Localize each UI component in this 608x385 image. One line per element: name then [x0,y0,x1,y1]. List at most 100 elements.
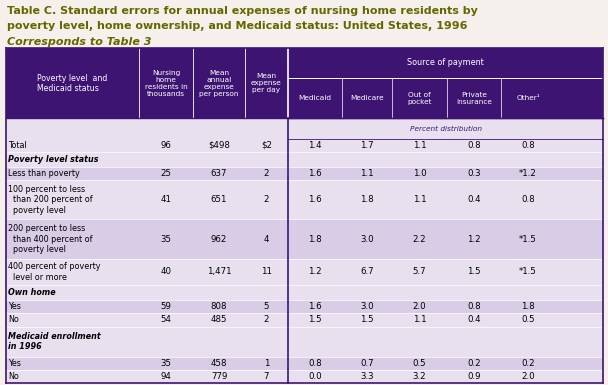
Text: 0.8: 0.8 [467,141,480,150]
Bar [6,180,603,219]
Text: 1.6: 1.6 [308,302,322,311]
Text: Yes: Yes [9,302,21,311]
Text: 3.0: 3.0 [361,302,374,311]
Text: 1.6: 1.6 [308,169,322,178]
Text: Source of payment: Source of payment [407,59,484,67]
Text: 0.8: 0.8 [521,141,535,150]
Text: 1.1: 1.1 [413,315,426,325]
Text: 1.5: 1.5 [361,315,374,325]
Bar [6,326,603,357]
Text: 0.3: 0.3 [467,169,480,178]
Text: Table C. Standard errors for annual expenses of nursing home residents by: Table C. Standard errors for annual expe… [7,6,478,16]
Text: 0.2: 0.2 [467,359,480,368]
Text: 1.2: 1.2 [467,234,480,244]
Text: 0.4: 0.4 [467,315,480,325]
Text: Poverty level  and
Medicaid status: Poverty level and Medicaid status [37,74,108,93]
Text: 1.5: 1.5 [467,268,480,276]
Text: Mean
annual
expense
per person: Mean annual expense per person [199,70,239,97]
Text: 5.7: 5.7 [413,268,426,276]
Text: Private
insurance: Private insurance [456,92,492,105]
Bar [6,285,603,300]
Text: 2: 2 [264,315,269,325]
Text: 2.0: 2.0 [413,302,426,311]
Text: 0.8: 0.8 [521,195,535,204]
Text: 3.0: 3.0 [361,234,374,244]
Text: 35: 35 [161,234,171,244]
Text: 808: 808 [211,302,227,311]
Text: 200 percent to less
  than 400 percent of
  poverty level: 200 percent to less than 400 percent of … [9,224,93,254]
Text: 458: 458 [211,359,227,368]
Text: *1.5: *1.5 [519,268,537,276]
Bar [6,259,603,285]
Text: 1.2: 1.2 [308,268,322,276]
Text: 1.0: 1.0 [413,169,426,178]
Text: 0.2: 0.2 [521,359,535,368]
Text: 11: 11 [261,268,272,276]
Text: Other¹: Other¹ [516,95,540,101]
Text: 962: 962 [211,234,227,244]
Bar [6,139,603,152]
Text: 1.5: 1.5 [308,315,322,325]
Text: Medicare: Medicare [350,95,384,101]
Text: 4: 4 [264,234,269,244]
Text: 1.8: 1.8 [361,195,374,204]
Text: Nursing
home
residents in
thousands: Nursing home residents in thousands [145,70,187,97]
Text: 1.1: 1.1 [413,195,426,204]
Text: poverty level, home ownership, and Medicaid status: United States, 1996: poverty level, home ownership, and Medic… [7,21,468,31]
Text: 7: 7 [264,372,269,381]
Bar [6,219,603,259]
Text: 0.5: 0.5 [521,315,535,325]
Text: Poverty level status: Poverty level status [9,155,99,164]
Text: Medicaid: Medicaid [299,95,332,101]
Text: 1.1: 1.1 [413,141,426,150]
Text: 6.7: 6.7 [361,268,374,276]
Text: 0.4: 0.4 [467,195,480,204]
Text: Total: Total [9,141,27,150]
Text: 1: 1 [264,359,269,368]
Text: 651: 651 [211,195,227,204]
Text: 1.1: 1.1 [361,169,374,178]
Text: 1.7: 1.7 [361,141,374,150]
Text: 94: 94 [161,372,171,381]
Text: 96: 96 [161,141,171,150]
Text: 41: 41 [161,195,171,204]
Text: 1.8: 1.8 [521,302,535,311]
Text: 0.8: 0.8 [467,302,480,311]
Text: 3.3: 3.3 [361,372,374,381]
Bar [6,300,603,313]
Text: 0.7: 0.7 [361,359,374,368]
Text: 1.6: 1.6 [308,195,322,204]
Text: No: No [9,372,19,381]
Text: 0.0: 0.0 [308,372,322,381]
Text: No: No [9,315,19,325]
Text: Percent distribution: Percent distribution [410,126,482,132]
Bar [6,313,603,326]
Text: Out of
pocket: Out of pocket [407,92,432,105]
Bar [6,119,603,139]
Text: 1.8: 1.8 [308,234,322,244]
Text: Yes: Yes [9,359,21,368]
Text: 0.5: 0.5 [413,359,426,368]
Text: 637: 637 [211,169,227,178]
Text: 485: 485 [211,315,227,325]
Text: *1.5: *1.5 [519,234,537,244]
Text: 59: 59 [161,302,171,311]
Text: Less than poverty: Less than poverty [9,169,80,178]
Text: Medicaid enrollment
in 1996: Medicaid enrollment in 1996 [9,332,101,352]
Text: 3.2: 3.2 [413,372,426,381]
Text: 1,471: 1,471 [207,268,231,276]
Text: 1.4: 1.4 [308,141,322,150]
Text: $498: $498 [208,141,230,150]
Text: 35: 35 [161,359,171,368]
Text: 100 percent to less
  than 200 percent of
  poverty level: 100 percent to less than 200 percent of … [9,185,93,214]
Bar [6,357,603,370]
Text: 2.2: 2.2 [413,234,426,244]
Text: $2: $2 [261,141,272,150]
Text: 2.0: 2.0 [521,372,535,381]
Text: 0.9: 0.9 [467,372,480,381]
Text: Mean
expense
per day: Mean expense per day [251,73,282,93]
Text: *1.2: *1.2 [519,169,537,178]
Bar [6,370,603,383]
Bar [6,152,603,167]
Text: Own home: Own home [9,288,56,297]
